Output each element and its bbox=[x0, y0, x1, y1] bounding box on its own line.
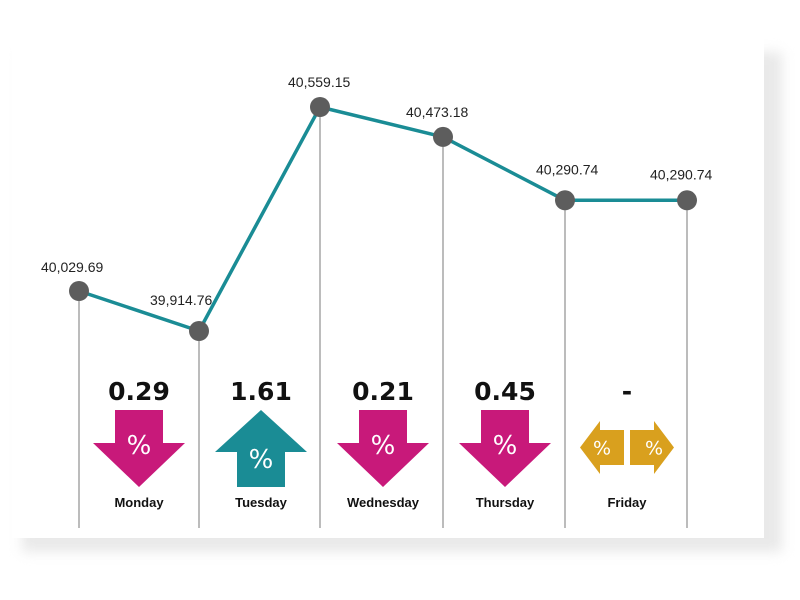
series-line bbox=[77, 105, 689, 333]
percent-change-value: 0.45 bbox=[474, 377, 536, 406]
data-point bbox=[433, 126, 453, 147]
percent-symbol: % bbox=[493, 431, 518, 461]
day-label: Monday bbox=[114, 495, 164, 510]
series-layer bbox=[77, 105, 689, 333]
down-arrow-icon bbox=[93, 410, 185, 487]
daily-change-panel: 0.29% Monday 1.61% Tuesday 0.21% Wednesday 0.4… bbox=[93, 377, 674, 510]
day-label: Thursday bbox=[476, 495, 535, 510]
percent-change-value: 1.61 bbox=[230, 377, 292, 406]
data-point bbox=[677, 190, 697, 211]
day-change-tuesday: 1.61% Tuesday bbox=[215, 377, 307, 510]
percent-symbol: % bbox=[371, 431, 396, 461]
down-arrow-icon bbox=[337, 410, 429, 487]
data-point bbox=[310, 97, 330, 117]
value-label: 40,290.74 bbox=[650, 166, 712, 182]
day-change-monday: 0.29% Monday bbox=[93, 377, 185, 510]
percent-symbol: % bbox=[249, 445, 274, 475]
day-change-thursday: 0.45% Thursday bbox=[459, 377, 551, 510]
value-label: 40,473.18 bbox=[406, 104, 468, 120]
percent-change-value: 0.29 bbox=[108, 377, 170, 406]
percent-change-value: - bbox=[622, 377, 632, 406]
percent-symbol: % bbox=[645, 438, 663, 460]
data-point bbox=[189, 321, 209, 341]
value-labels: 40,029.69 39,914.76 40,559.15 40,473.18 40,2… bbox=[41, 74, 712, 308]
value-label: 39,914.76 bbox=[150, 292, 212, 308]
left-arrow-icon bbox=[580, 421, 624, 474]
data-points bbox=[69, 97, 697, 341]
day-label: Friday bbox=[607, 495, 647, 510]
data-point bbox=[555, 190, 575, 211]
value-label: 40,559.15 bbox=[288, 74, 350, 90]
day-change-friday: -% % Friday bbox=[580, 377, 674, 510]
day-divider-lines bbox=[78, 107, 688, 528]
up-arrow-icon bbox=[215, 410, 307, 487]
value-label: 40,029.69 bbox=[41, 259, 103, 275]
value-label: 40,290.74 bbox=[536, 161, 598, 177]
day-label: Tuesday bbox=[235, 495, 288, 510]
day-change-wednesday: 0.21% Wednesday bbox=[337, 377, 429, 510]
percent-symbol: % bbox=[593, 438, 611, 460]
percent-symbol: % bbox=[127, 431, 152, 461]
right-arrow-icon bbox=[630, 421, 674, 474]
day-label: Wednesday bbox=[347, 495, 420, 510]
percent-change-value: 0.21 bbox=[352, 377, 414, 406]
data-point bbox=[69, 281, 89, 301]
down-arrow-icon bbox=[459, 410, 551, 487]
